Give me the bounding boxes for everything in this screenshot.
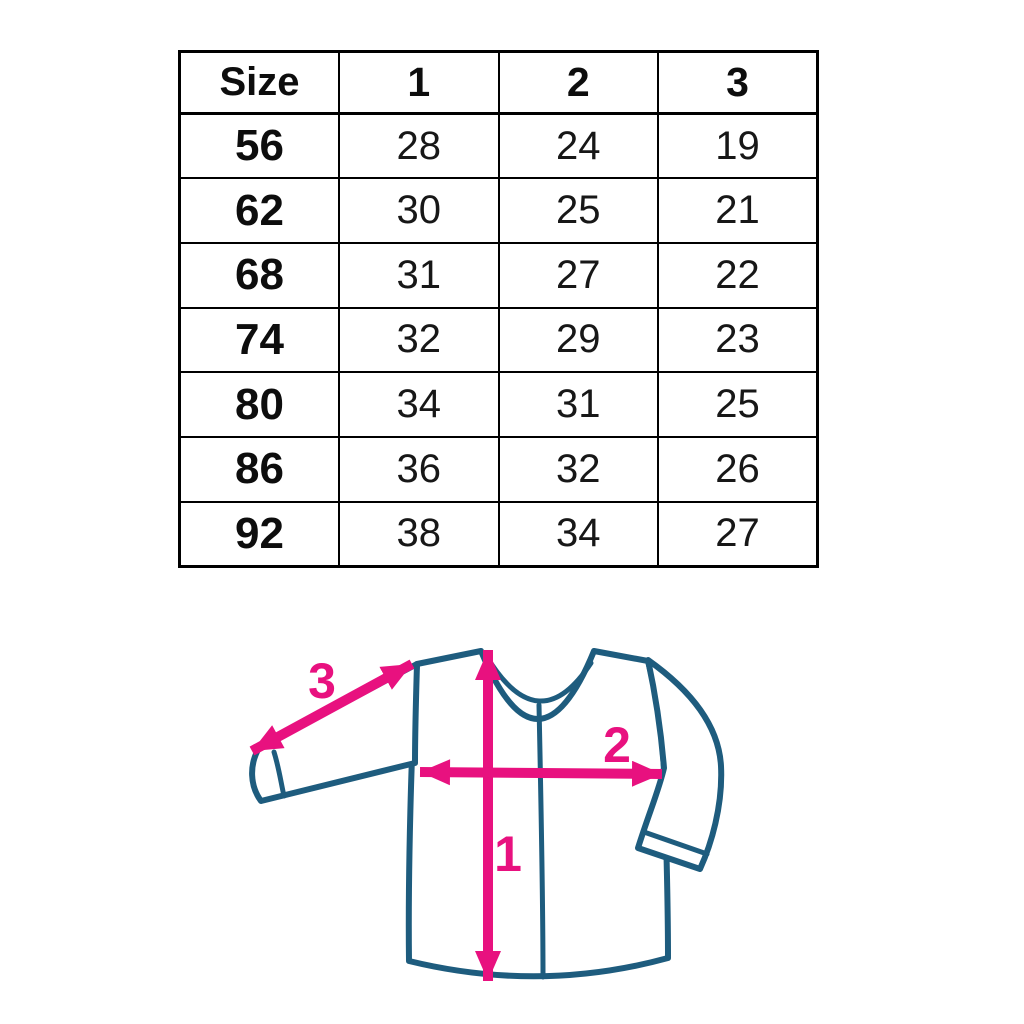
table-row: 74 32 29 23 xyxy=(178,306,819,374)
value-cell: 27 xyxy=(497,241,659,309)
table-row: 80 34 31 25 xyxy=(178,371,819,438)
measurement-arrow-3-sleeve xyxy=(249,659,415,756)
value-cell: 34 xyxy=(497,500,659,568)
table-row: 68 31 27 22 xyxy=(178,241,819,309)
measurement-arrow-2-width xyxy=(419,759,663,787)
shirt-right-sleeve xyxy=(635,657,725,872)
shirt-right-cuff-seam xyxy=(641,829,710,857)
value-cell: 36 xyxy=(338,435,500,503)
size-cell: 74 xyxy=(178,306,340,374)
header-row: Size 1 2 3 xyxy=(178,50,819,115)
measurement-label-3: 3 xyxy=(308,653,336,709)
size-table: Size 1 2 3 56 28 24 19 62 30 25 21 68 31 xyxy=(178,50,819,568)
value-cell: 19 xyxy=(657,112,819,180)
value-cell: 22 xyxy=(657,241,819,309)
table-row: 86 36 32 26 xyxy=(178,435,819,503)
value-cell: 31 xyxy=(497,371,659,438)
value-cell: 26 xyxy=(657,435,819,503)
value-cell: 27 xyxy=(657,500,819,568)
size-cell: 92 xyxy=(178,500,340,568)
value-cell: 21 xyxy=(657,177,819,244)
measurement-label-1: 1 xyxy=(494,826,522,882)
measurement-label-2: 2 xyxy=(603,717,631,773)
size-cell: 68 xyxy=(178,241,340,309)
shirt-center-seam-line xyxy=(536,702,546,980)
value-cell: 30 xyxy=(338,177,500,244)
value-cell: 32 xyxy=(497,435,659,503)
size-cell: 62 xyxy=(178,177,340,244)
column-header-2: 2 xyxy=(497,50,659,115)
size-cell: 86 xyxy=(178,435,340,503)
size-cell: 80 xyxy=(178,371,340,438)
value-cell: 32 xyxy=(338,306,500,374)
value-cell: 31 xyxy=(338,241,500,309)
value-cell: 23 xyxy=(657,306,819,374)
column-header-size: Size xyxy=(178,50,340,115)
column-header-1: 1 xyxy=(338,50,500,115)
shirt-body-outline xyxy=(405,648,671,980)
value-cell: 29 xyxy=(497,306,659,374)
size-table-header: Size 1 2 3 xyxy=(178,50,819,115)
table-row: 62 30 25 21 xyxy=(178,177,819,244)
value-cell: 24 xyxy=(497,112,659,180)
value-cell: 25 xyxy=(657,371,819,438)
shirt-left-cuff-seam xyxy=(271,749,287,799)
garment-measurement-diagram: 1 2 3 xyxy=(249,648,725,981)
value-cell: 25 xyxy=(497,177,659,244)
table-row: 92 38 34 27 xyxy=(178,500,819,568)
value-cell: 38 xyxy=(338,500,500,568)
table-row: 56 28 24 19 xyxy=(178,112,819,180)
column-header-3: 3 xyxy=(657,50,819,115)
value-cell: 34 xyxy=(338,371,500,438)
size-table-body: 56 28 24 19 62 30 25 21 68 31 27 22 74 3… xyxy=(178,112,819,568)
size-cell: 56 xyxy=(178,112,340,180)
value-cell: 28 xyxy=(338,112,500,180)
